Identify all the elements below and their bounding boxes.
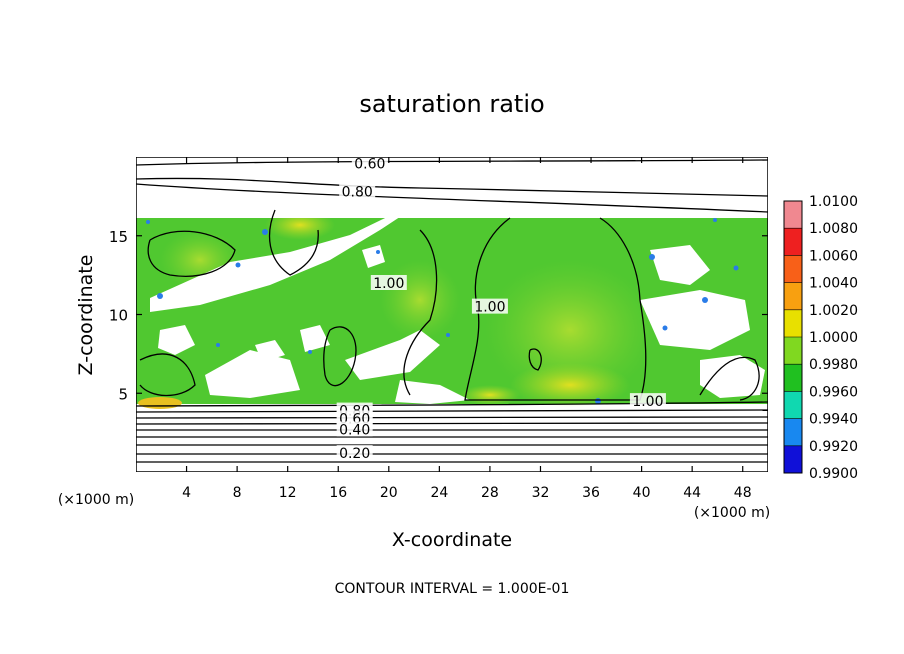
contour-label: 1.00 xyxy=(373,276,404,292)
colorbar-level-label: 1.0020 xyxy=(809,303,858,319)
z-tick-label: 15 xyxy=(109,228,128,246)
x-tick-label: 24 xyxy=(430,485,448,501)
contour-label-bg xyxy=(471,298,508,314)
contour-label-bg xyxy=(370,275,407,290)
x-tick-label: 32 xyxy=(532,485,550,501)
chart-title: saturation ratio xyxy=(359,90,544,118)
x-tick-label: 40 xyxy=(633,485,651,501)
colorbar-level-label: 1.0040 xyxy=(809,276,858,292)
colorbar-segment xyxy=(784,228,802,256)
colorbar-segment xyxy=(784,364,802,392)
contour-labels: 0.600.801.001.001.000.800.600.400.20 xyxy=(336,156,666,462)
x-unit-label: (×1000 m) xyxy=(694,505,770,521)
x-tick-label: 8 xyxy=(233,485,242,501)
colorbar-segment xyxy=(784,309,802,337)
colorbar-level-label: 0.9940 xyxy=(809,412,858,428)
contour-label-bg xyxy=(351,157,388,171)
colorbar-segment xyxy=(784,282,802,310)
contour-label: 0.40 xyxy=(339,422,370,438)
x-axis-label: X-coordinate xyxy=(392,529,512,551)
plot-area: 0.600.801.001.001.000.800.600.400.20 xyxy=(136,156,768,472)
colorbar-segment xyxy=(784,418,802,446)
colorbar-level-label: 1.0100 xyxy=(809,194,858,210)
colorbar-level-label: 0.9980 xyxy=(809,357,858,373)
x-tick-label: 48 xyxy=(734,485,752,501)
colorbar-segment xyxy=(784,445,802,473)
z-axis-label: Z-coordinate xyxy=(75,255,97,376)
contour-label-bg xyxy=(629,393,666,409)
colorbar: 1.0100 1.0080 1.0060 1.0040 1.0020 1.0000 0.99… xyxy=(783,194,858,482)
contour-label-bg xyxy=(336,445,373,461)
colorbar-level-label: 0.9960 xyxy=(809,384,858,400)
contour-label: 0.60 xyxy=(354,156,385,172)
z-unit-label: (×1000 m) xyxy=(58,492,134,508)
x-tick-label: 20 xyxy=(380,485,398,501)
x-tick-label: 44 xyxy=(683,485,701,501)
contour-label: 1.00 xyxy=(474,300,505,316)
z-axis-ticks: 5 10 15 xyxy=(109,228,768,403)
x-tick-label: 12 xyxy=(279,485,297,501)
colorbar-segment xyxy=(784,255,802,283)
z-tick-label: 5 xyxy=(118,385,128,403)
colorbar-segment xyxy=(784,337,802,365)
contour-label-bg xyxy=(339,183,376,199)
contour-label-bg xyxy=(336,421,373,437)
dry-edge-speckles xyxy=(146,218,739,404)
x-tick-label: 36 xyxy=(582,485,600,501)
x-axis-ticks: 4 8 12 16 20 24 28 32 36 40 44 48 xyxy=(182,157,752,501)
colorbar-level-label: 0.9920 xyxy=(809,439,858,455)
x-tick-label: 16 xyxy=(329,485,347,501)
colorbar-level-label: 1.0080 xyxy=(809,221,858,237)
z-tick-label: 10 xyxy=(109,307,128,325)
contour-lines xyxy=(136,159,768,463)
contour-label: 1.00 xyxy=(632,394,663,410)
contour-label: 0.80 xyxy=(342,185,373,201)
contour-label: 0.20 xyxy=(339,446,370,462)
colorbar-level-label: 0.9900 xyxy=(809,466,858,482)
colorbar-segment xyxy=(784,391,802,419)
colorbar-level-label: 1.0060 xyxy=(809,248,858,264)
colorbar-level-label: 1.0000 xyxy=(809,330,858,346)
colorbar-segment xyxy=(784,201,802,229)
subsaturated-gaps xyxy=(136,204,768,404)
x-tick-label: 4 xyxy=(182,485,191,501)
contour-interval-note: CONTOUR INTERVAL = 1.000E-01 xyxy=(335,581,570,597)
x-tick-label: 28 xyxy=(481,485,499,501)
